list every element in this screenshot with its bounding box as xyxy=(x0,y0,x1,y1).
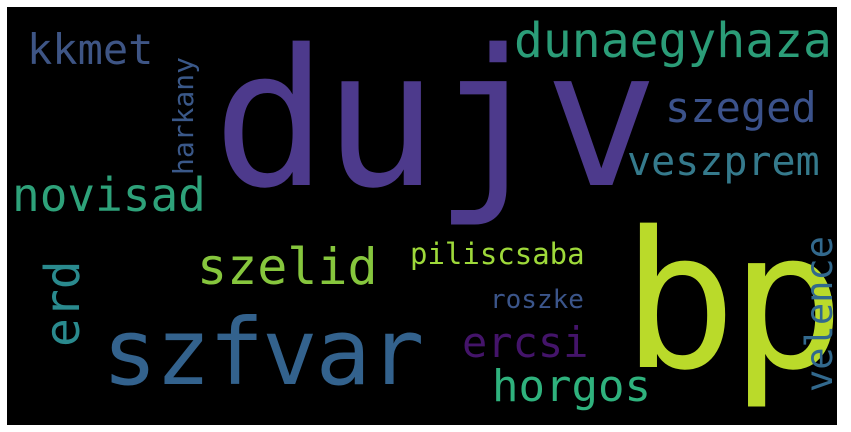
word-kkmet: kkmet xyxy=(27,25,154,74)
word-szelid: szelid xyxy=(197,238,378,296)
word-dujv: dujv xyxy=(213,9,659,230)
word-veszprem: veszprem xyxy=(627,139,820,185)
word-dunaegyhaza: dunaegyhaza xyxy=(514,13,832,69)
word-cloud-canvas: dujv bp szfvar dunaegyhaza kkmet szeged … xyxy=(7,7,837,425)
word-szfvar: szfvar xyxy=(102,299,424,406)
word-bp: bp xyxy=(622,191,837,412)
word-szeged: szeged xyxy=(665,83,817,132)
word-ercsi: ercsi xyxy=(462,318,589,367)
word-harkany: harkany xyxy=(167,56,200,175)
word-erd: erd xyxy=(35,260,91,347)
word-piliscsaba: piliscsaba xyxy=(410,237,585,271)
word-novisad: novisad xyxy=(12,168,206,222)
word-horgos: horgos xyxy=(492,361,651,412)
word-velence: velence xyxy=(798,236,837,392)
word-roszke: roszke xyxy=(490,285,584,315)
